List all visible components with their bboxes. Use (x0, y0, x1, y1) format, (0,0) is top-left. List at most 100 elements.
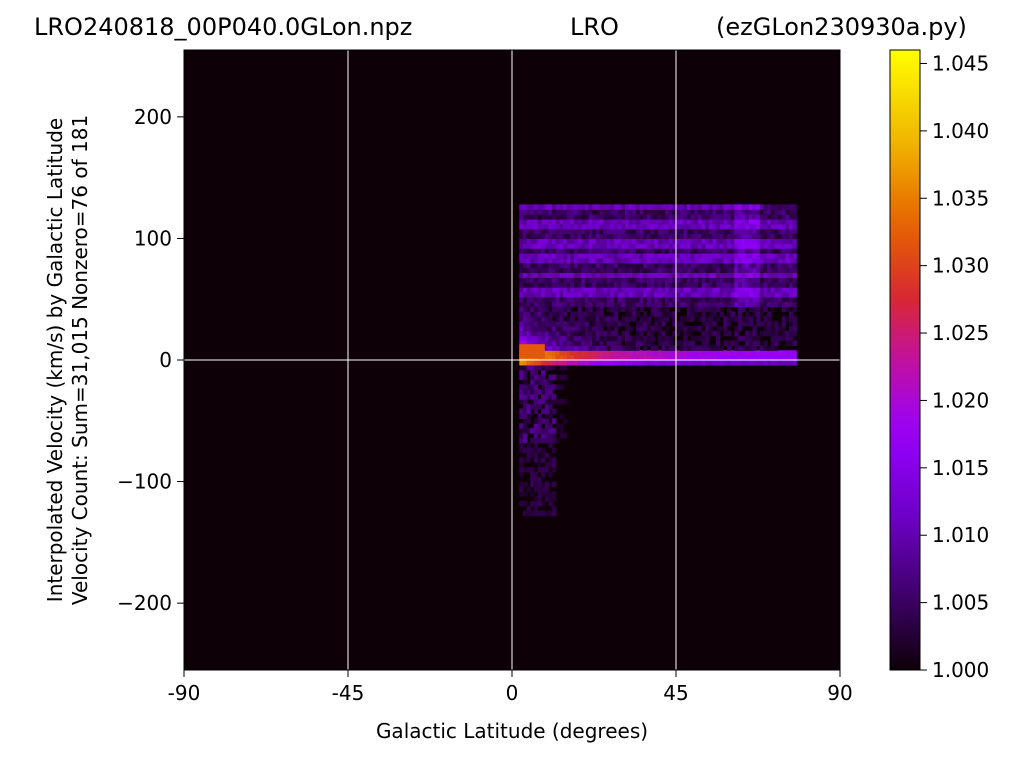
heatmap-cell (595, 243, 601, 249)
heatmap-cell (643, 316, 648, 322)
heatmap-cell (665, 316, 670, 322)
heatmap-cell (767, 296, 772, 303)
heatmap-cell (544, 350, 550, 356)
heatmap-cell (526, 238, 531, 244)
heatmap-cell (770, 355, 775, 361)
heatmap-cell (621, 204, 626, 210)
heatmap-cell (614, 243, 619, 249)
heatmap-cell (737, 291, 743, 298)
heatmap-cell (621, 267, 626, 274)
heatmap-cell (617, 238, 622, 244)
heatmap-cell (570, 340, 575, 347)
heatmap-cell (610, 233, 615, 240)
heatmap-cell (668, 257, 673, 264)
heatmap-cell (595, 257, 601, 264)
heatmap-cell (544, 209, 550, 215)
heatmap-cell (686, 325, 692, 332)
heatmap-cell (606, 272, 611, 278)
heatmap-cell (745, 345, 750, 351)
heatmap-cell (552, 287, 557, 293)
heatmap-cell (665, 233, 670, 240)
heatmap-cell (584, 223, 590, 230)
heatmap-cell (686, 218, 692, 225)
heatmap-cell (748, 209, 754, 215)
heatmap-cell (541, 301, 546, 308)
heatmap-cell (788, 262, 794, 269)
heatmap-cell (548, 374, 553, 381)
heatmap-cell (657, 355, 663, 361)
heatmap-cell (537, 476, 542, 483)
colorbar-tick-label: 1.025 (932, 321, 989, 345)
heatmap-cell (654, 209, 659, 215)
heatmap-cell (592, 253, 597, 259)
heatmap-cell (606, 214, 611, 220)
heatmap-cell (533, 267, 539, 274)
heatmap-cell (737, 218, 743, 225)
heatmap-cell (599, 350, 604, 356)
heatmap-cell (792, 267, 797, 274)
heatmap-cell (566, 287, 571, 293)
heatmap-cell (694, 311, 699, 317)
heatmap-cell (563, 277, 568, 283)
heatmap-cell (537, 398, 542, 405)
heatmap-cell (719, 277, 724, 283)
heatmap-cell (522, 243, 528, 249)
heatmap-cell (544, 316, 550, 322)
heatmap-cell (676, 272, 681, 278)
heatmap-cell (522, 394, 528, 400)
heatmap-cell (748, 257, 754, 264)
heatmap-cell (544, 228, 550, 235)
heatmap-cell (573, 277, 579, 283)
heatmap-cell (522, 262, 528, 269)
heatmap-cell (577, 296, 582, 303)
heatmap-cell (727, 223, 732, 230)
heatmap-cell (628, 282, 633, 288)
heatmap-cell (635, 214, 641, 220)
heatmap-cell (530, 476, 535, 483)
heatmap-cell (610, 287, 615, 293)
heatmap-cell (712, 243, 717, 249)
heatmap-cell (672, 228, 677, 235)
heatmap-cell (577, 282, 582, 288)
heatmap-cell (774, 257, 779, 264)
heatmap-cell (778, 223, 783, 230)
heatmap-cell (526, 447, 531, 453)
heatmap-cell (716, 330, 721, 337)
heatmap-cell (632, 340, 637, 347)
heatmap-cell (522, 233, 528, 240)
heatmap-cell (621, 321, 626, 327)
heatmap-cell (526, 243, 531, 249)
heatmap-cell (632, 282, 637, 288)
heatmap-cell (559, 374, 564, 381)
heatmap-cell (559, 350, 564, 356)
heatmap-cell (788, 248, 794, 254)
heatmap-cell (748, 296, 754, 303)
heatmap-cell (614, 233, 619, 240)
heatmap-cell (741, 248, 746, 254)
heatmap-cell (519, 253, 524, 259)
heatmap-cell (628, 233, 633, 240)
heatmap-cell (584, 335, 590, 342)
heatmap-cell (603, 243, 608, 249)
heatmap-cell (548, 257, 553, 264)
heatmap-cell (555, 223, 560, 230)
heatmap-cell (778, 282, 783, 288)
heatmap-cell (770, 243, 775, 249)
heatmap-cell (737, 296, 743, 303)
y-tick-label: −100 (117, 470, 172, 494)
heatmap-cell (716, 306, 721, 312)
heatmap-cell (624, 204, 630, 210)
heatmap-cell (621, 243, 626, 249)
heatmap-cell (559, 248, 564, 254)
heatmap-cell (767, 233, 772, 240)
heatmap-cell (741, 238, 746, 244)
heatmap-cell (570, 282, 575, 288)
heatmap-cell (530, 248, 535, 254)
heatmap-cell (676, 228, 681, 235)
heatmap-cell (577, 360, 582, 366)
heatmap-cell (548, 350, 553, 356)
heatmap-cell (519, 262, 524, 269)
heatmap-cell (621, 335, 626, 342)
heatmap-cell (788, 238, 794, 244)
heatmap-cell (563, 306, 568, 312)
